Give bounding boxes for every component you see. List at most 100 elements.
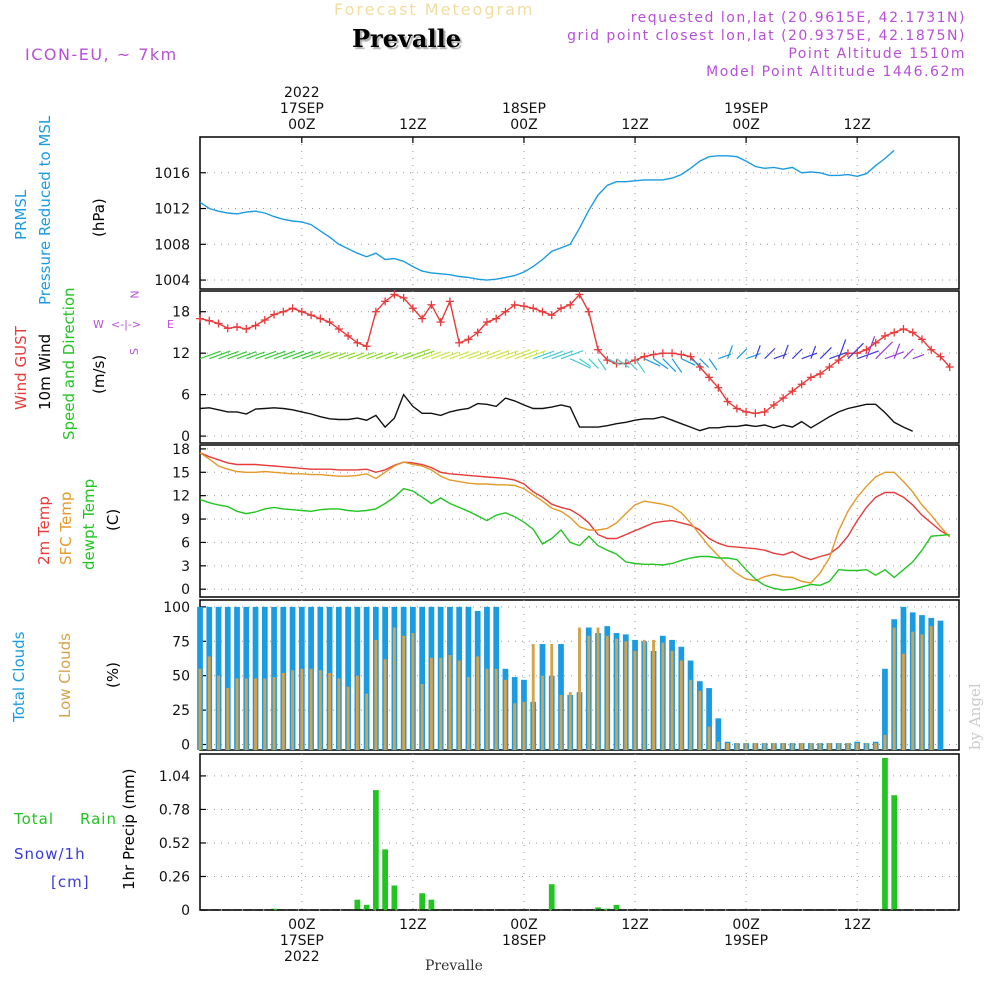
y-tick-label-pressure: 1016 [154,166,190,182]
wind-arrow [764,347,776,360]
time-label-top: 12Z [399,117,426,133]
gust-marker [871,338,880,347]
wind-arrow [394,352,412,360]
y-tick-label-temperature: 3 [181,559,190,575]
low-cloud-bar [217,675,220,750]
time-label-top: 00Z [510,117,537,133]
gust-marker [473,328,482,337]
series-line-sfc-temp [199,452,951,584]
wind-arrow [801,352,818,360]
wind-arrow [884,351,905,360]
time-label-top: 18SEP [502,101,546,117]
gust-marker [742,407,751,416]
gust-marker [371,307,380,316]
wind-arrow [912,354,925,360]
wind-arrow [838,339,847,359]
gust-marker [381,297,390,306]
panel-frame-precipitation [199,753,960,911]
wind-arrow [782,344,789,359]
gust-marker [584,307,593,316]
wind-arrow [255,350,277,360]
wind-arrow [384,353,399,360]
compass-arrow: <-|-> [111,318,142,331]
low-cloud-bar [494,668,498,750]
wind-arrow [671,358,683,373]
wind-arrow [588,358,600,369]
wind-arrow [366,352,383,360]
wind-arrow [403,348,431,360]
time-label-bottom: 12Z [843,917,870,933]
total-cloud-bar [363,606,370,750]
gust-marker [260,316,269,325]
low-cloud-bar [522,701,526,750]
wind-arrow [421,351,442,360]
low-cloud-bar [902,653,905,750]
gust-marker [556,304,565,313]
y-tick-label-precipitation: 0 [181,903,190,919]
y-tick-label-clouds: 0 [181,737,190,753]
gust-marker [501,307,510,316]
low-cloud-bar [198,668,202,750]
low-cloud-bar [624,641,628,750]
gust-marker [307,311,316,320]
gust-marker [214,319,223,328]
rain-bar [548,884,555,910]
total-cloud-bar [419,606,426,750]
low-cloud-bar [337,678,341,750]
wind-arrow [199,350,221,360]
rain-bar [891,795,898,910]
wind-arrow [320,351,338,360]
wind-arrow [468,350,490,360]
low-cloud-bar [531,644,535,750]
compass-w: W [93,318,104,331]
rain-bar [372,790,379,910]
low-cloud-bar [587,635,591,750]
low-cloud-bar [605,635,609,750]
low-cloud-bar [383,659,387,750]
low-cloud-bar [670,650,674,750]
wind-arrow [699,358,710,368]
low-cloud-bar [800,743,804,750]
panel-frame-pressure [199,136,960,290]
low-cloud-bar [865,743,868,750]
low-cloud-bar [429,657,433,750]
time-label-bottom: 12Z [621,917,648,933]
gust-marker [205,316,214,325]
low-cloud-bar [642,639,646,750]
rain-bar [419,893,426,910]
wind-arrow [273,350,296,360]
wind-arrow [690,358,703,368]
wind-arrow [357,352,375,360]
low-cloud-bar [355,675,359,750]
requested-coordinates: requested lon,lat (20.9615E, 42.1731N) [630,10,966,26]
wind-arrow [458,350,480,360]
gust-marker [344,331,353,340]
wind-arrow [477,349,501,360]
gust-marker [251,321,260,330]
low-cloud-bar [411,633,415,750]
wind-arrow [875,341,893,360]
low-cloud-bar [485,668,489,750]
y-tick-label-temperature: 15 [172,465,190,481]
wind-arrow [310,351,330,360]
series-line-prmsl [199,149,895,281]
rain-bar [613,904,620,910]
time-label-top: 12Z [621,117,648,133]
rain-bar [428,899,435,910]
low-cloud-bar [578,627,581,750]
low-cloud-bar [827,743,831,750]
gust-marker [510,300,519,309]
y-tick-label-wind: 12 [172,346,190,362]
wind-arrow [819,346,832,360]
low-cloud-bar [661,642,665,750]
wind-arrow [236,351,257,360]
wind-arrow [431,351,451,360]
low-cloud-bar [466,677,470,750]
low-cloud-bar [596,627,600,750]
y-tick-label-precipitation: 0.26 [159,869,190,885]
wind-arrow [523,350,547,360]
gust-marker [594,345,603,354]
low-cloud-bar [698,690,702,750]
